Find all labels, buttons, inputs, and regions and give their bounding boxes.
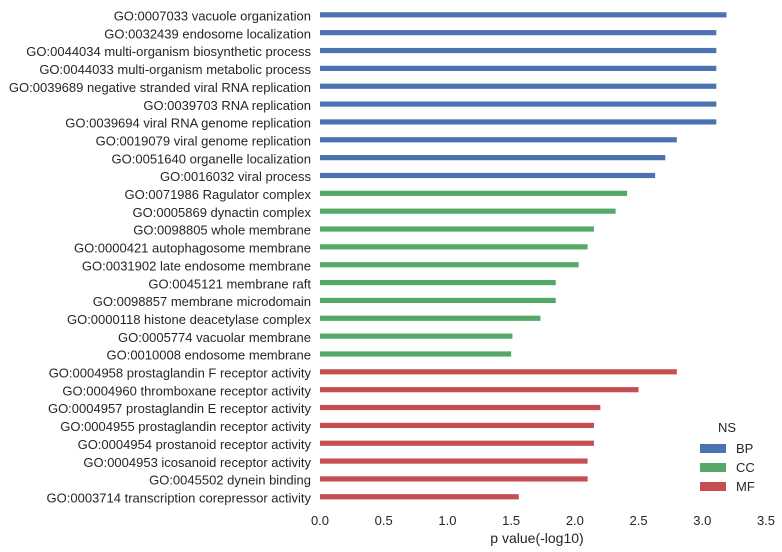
bar — [320, 208, 616, 214]
bar — [320, 279, 556, 286]
bar — [320, 244, 588, 250]
y-tick-label: GO:0000421 autophagosome membrane — [74, 241, 311, 256]
y-tick-label: GO:0004958 prostaglandin F receptor acti… — [49, 366, 312, 381]
bar — [320, 119, 717, 125]
bar — [320, 101, 717, 107]
bar — [320, 262, 579, 268]
bar — [320, 172, 656, 179]
y-tick-label: GO:0019079 viral genome replication — [96, 133, 311, 148]
bar — [320, 315, 541, 321]
bar — [320, 387, 639, 393]
y-tick-label: GO:0005774 vacuolar membrane — [118, 330, 311, 345]
legend-swatch — [700, 482, 726, 491]
x-tick-labels: 0.0 0.5 1.0 1.5 2.0 2.5 3.0 3.5 — [311, 513, 775, 528]
legend: NS BP CC MF — [700, 420, 755, 494]
bar — [320, 476, 588, 482]
bar — [320, 351, 512, 357]
bar — [320, 30, 717, 36]
bar — [320, 297, 556, 304]
bar — [320, 47, 717, 54]
y-tick-labels: GO:0007033 vacuole organization GO:003243… — [9, 9, 312, 506]
y-tick-label: GO:0051640 organelle localization — [112, 151, 311, 166]
bar — [320, 404, 601, 411]
y-tick-label: GO:0010008 endosome membrane — [106, 348, 311, 363]
y-tick-label: GO:0039694 viral RNA genome replication — [65, 116, 311, 131]
legend-title: NS — [718, 420, 736, 435]
y-tick-label: GO:0098857 membrane microdomain — [93, 294, 311, 309]
x-tick-label: 0.5 — [375, 513, 393, 528]
y-tick-label: GO:0039689 negative stranded viral RNA r… — [9, 80, 311, 95]
bar — [320, 333, 513, 339]
x-tick-label: 0.0 — [311, 513, 329, 528]
y-tick-label: GO:0004960 thromboxane receptor activity — [62, 383, 311, 398]
bar — [320, 155, 666, 161]
x-tick-label: 3.5 — [757, 513, 775, 528]
y-tick-label: GO:0045502 dynein binding — [149, 473, 311, 488]
x-tick-label: 2.0 — [566, 513, 584, 528]
y-tick-label: GO:0004955 prostaglandin receptor activi… — [60, 419, 311, 434]
legend-swatch — [700, 444, 726, 453]
bar — [320, 369, 677, 375]
y-tick-label: GO:0032439 endosome localization — [104, 26, 311, 41]
legend-swatch — [700, 463, 726, 472]
x-tick-label: 2.5 — [630, 513, 648, 528]
y-tick-label: GO:0045121 membrane raft — [148, 276, 311, 291]
y-tick-label: GO:0007033 vacuole organization — [114, 9, 311, 24]
y-tick-label: GO:0004954 prostanoid receptor activity — [78, 437, 312, 452]
bar — [320, 83, 717, 89]
y-tick-label: GO:0003714 transcription corepressor act… — [47, 490, 312, 505]
y-tick-label: GO:0039703 RNA replication — [143, 98, 311, 113]
y-tick-label: GO:0031902 late endosome membrane — [82, 258, 311, 273]
y-tick-label: GO:0004953 icosanoid receptor activity — [83, 455, 311, 470]
bar — [320, 137, 677, 143]
bar — [320, 458, 588, 464]
y-tick-label: GO:0044033 multi-organism metabolic proc… — [39, 62, 311, 77]
bar — [320, 190, 628, 196]
x-tick-label: 1.5 — [502, 513, 520, 528]
x-tick-label: 1.0 — [438, 513, 456, 528]
bar-group — [320, 12, 727, 500]
x-tick-label: 3.0 — [693, 513, 711, 528]
bar — [320, 494, 519, 500]
bar — [320, 440, 594, 446]
legend-label: CC — [736, 460, 755, 475]
y-tick-label: GO:0004957 prostaglandin E receptor acti… — [48, 401, 312, 416]
y-tick-label: GO:0044034 multi-organism biosynthetic p… — [26, 44, 311, 59]
legend-label: MF — [736, 479, 755, 494]
x-axis-label: p value(-log10) — [490, 530, 583, 546]
y-tick-label: GO:0005869 dynactin complex — [133, 205, 312, 220]
bar — [320, 422, 594, 428]
y-tick-label: GO:0071986 Ragulator complex — [125, 187, 312, 202]
bar — [320, 226, 594, 232]
legend-label: BP — [736, 441, 753, 456]
bar — [320, 65, 717, 71]
y-tick-label: GO:0098805 whole membrane — [133, 223, 311, 238]
y-tick-label: GO:0016032 viral process — [160, 169, 312, 184]
bar — [320, 12, 727, 18]
y-tick-label: GO:0000118 histone deacetylase complex — [67, 312, 312, 327]
